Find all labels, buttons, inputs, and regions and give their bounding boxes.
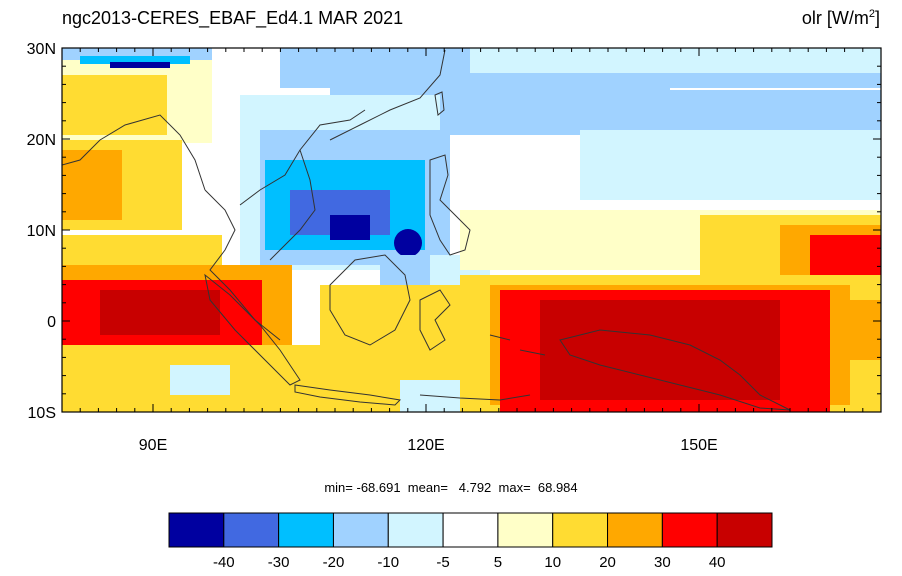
- colorbar-label: 5: [494, 554, 502, 571]
- colorbar-box: [442, 512, 499, 548]
- longitude-label: 150E: [680, 437, 717, 454]
- colorbar-box: [278, 512, 334, 548]
- latitude-label: 10N: [27, 223, 56, 240]
- colorbar-label: -30: [268, 554, 290, 571]
- colorbar-label: 40: [709, 554, 726, 571]
- colorbar-box: [716, 512, 773, 548]
- colorbar-labels: -40 -30 -20 -10 -5 5 10 20 30 40: [213, 554, 726, 571]
- latitude-label: 0: [47, 314, 56, 331]
- axis-ticks: [61, 47, 882, 413]
- colorbar-boxes: [168, 512, 773, 548]
- colorbar-label: 30: [654, 554, 671, 571]
- coastlines: [62, 49, 791, 411]
- colorbar-label: 20: [599, 554, 616, 571]
- colorbar-label: -10: [377, 554, 399, 571]
- olr-field: [62, 48, 881, 412]
- latitude-label: 10S: [28, 405, 56, 422]
- colorbar-box: [387, 512, 444, 548]
- colorbar-box: [223, 512, 280, 548]
- colorbar-box: [332, 512, 389, 548]
- colorbar-box: [661, 512, 718, 548]
- latitude-labels: 30N 20N 10N 0 10S: [27, 41, 56, 422]
- statistics-text: min= -68.691 mean= 4.792 max= 68.984: [324, 480, 578, 495]
- colorbar-label: -5: [436, 554, 449, 571]
- colorbar-box: [497, 512, 554, 548]
- olr-map: 30N 20N 10N 0 10S 90E 120E 150E: [27, 41, 882, 454]
- colorbar-box: [607, 512, 663, 548]
- longitude-label: 120E: [407, 437, 444, 454]
- colorbar-label: -40: [213, 554, 235, 571]
- latitude-label: 20N: [27, 132, 56, 149]
- longitude-label: 90E: [139, 437, 167, 454]
- variable-units-label: olr [W/m2]: [801, 8, 880, 28]
- colorbar-label: 10: [544, 554, 561, 571]
- colorbar-label: -20: [323, 554, 345, 571]
- longitude-labels: 90E 120E 150E: [139, 437, 718, 454]
- latitude-label: 30N: [27, 41, 56, 58]
- map-title: ngc2013-CERES_EBAF_Ed4.1 MAR 2021: [62, 8, 404, 28]
- colorbar-box: [552, 512, 609, 548]
- colorbar-box: [168, 512, 225, 548]
